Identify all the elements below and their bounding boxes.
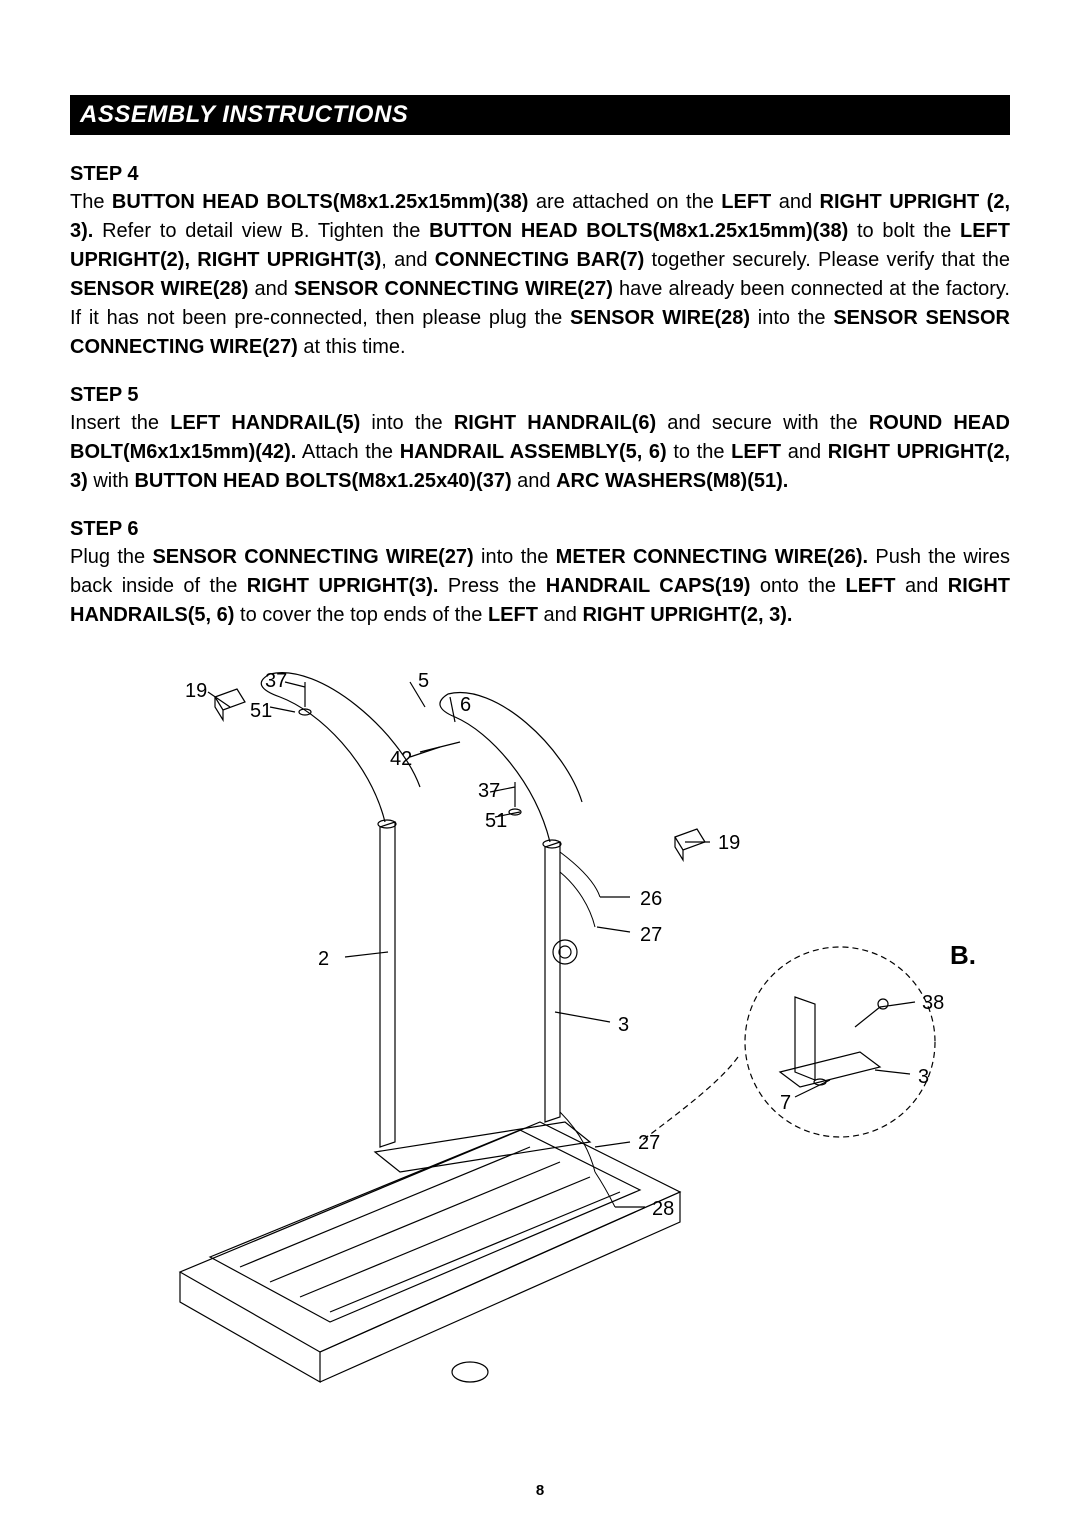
page-number: 8 xyxy=(0,1482,1080,1499)
callout-28: 28 xyxy=(652,1198,674,1221)
step-5-heading: STEP 5 xyxy=(70,384,1010,407)
text: together securely. Please verify that th… xyxy=(644,249,1010,271)
part-ref: CONNECTING BAR(7) xyxy=(435,249,645,271)
callout-7: 7 xyxy=(780,1092,791,1115)
callout-38: 38 xyxy=(922,992,944,1015)
text: Insert the xyxy=(70,412,170,434)
assembly-diagram: 19 37 51 5 6 42 37 51 19 26 27 2 3 27 28… xyxy=(70,652,1010,1432)
treadmill-line-art xyxy=(120,652,940,1412)
text: Refer to detail view B. Tighten the xyxy=(93,220,429,242)
text: and xyxy=(512,470,556,492)
callout-2: 2 xyxy=(318,948,329,971)
text: at this time. xyxy=(298,336,406,358)
part-ref: BUTTON HEAD BOLTS(M8x1.25x15mm)(38) xyxy=(112,191,528,213)
part-ref: SENSOR xyxy=(833,307,917,329)
callout-3: 3 xyxy=(618,1014,629,1037)
text: and xyxy=(896,575,948,597)
callout-42: 42 xyxy=(390,748,412,771)
callout-37: 37 xyxy=(265,670,287,693)
callout-27: 27 xyxy=(640,924,662,947)
part-ref: SENSOR CONNECTING WIRE(27) xyxy=(152,546,473,568)
part-ref: RIGHT HANDRAIL(6) xyxy=(454,412,656,434)
part-ref: HANDRAILS(5, 6) xyxy=(70,604,234,626)
part-ref: METER CONNECTING WIRE(26). xyxy=(556,546,868,568)
part-ref: RIGHT xyxy=(948,575,1010,597)
text: to bolt the xyxy=(848,220,960,242)
callout-19: 19 xyxy=(718,832,740,855)
text: , and xyxy=(381,249,435,271)
callout-19: 19 xyxy=(185,680,207,703)
part-ref: LEFT xyxy=(488,604,538,626)
part-ref: HANDRAIL CAPS(19) xyxy=(546,575,751,597)
text: Attach the xyxy=(296,441,399,463)
text: The xyxy=(70,191,112,213)
step-4: STEP 4 The BUTTON HEAD BOLTS(M8x1.25x15m… xyxy=(70,163,1010,362)
callout-3: 3 xyxy=(918,1066,929,1089)
part-ref: RIGHT UPRIGHT(3). xyxy=(247,575,439,597)
step-6-body: Plug the SENSOR CONNECTING WIRE(27) into… xyxy=(70,543,1010,630)
part-ref: LEFT xyxy=(731,441,781,463)
section-title-bar: ASSEMBLY INSTRUCTIONS xyxy=(70,95,1010,135)
step-4-heading: STEP 4 xyxy=(70,163,1010,186)
text: and xyxy=(538,604,582,626)
part-ref: LEFT HANDRAIL(5) xyxy=(170,412,360,434)
text: Press the xyxy=(438,575,545,597)
part-ref: RIGHT UPRIGHT(2, 3). xyxy=(582,604,792,626)
text: with xyxy=(88,470,135,492)
part-ref: BUTTON HEAD BOLTS(M8x1.25x40)(37) xyxy=(134,470,511,492)
step-5-body: Insert the LEFT HANDRAIL(5) into the RIG… xyxy=(70,409,1010,496)
part-ref: SENSOR CONNECTING WIRE(27) xyxy=(294,278,613,300)
text: onto the xyxy=(750,575,845,597)
text: and xyxy=(781,441,828,463)
section-title: ASSEMBLY INSTRUCTIONS xyxy=(80,101,408,128)
detail-b-label: B. xyxy=(950,940,976,971)
callout-27: 27 xyxy=(638,1132,660,1155)
callout-51: 51 xyxy=(485,810,507,833)
step-6: STEP 6 Plug the SENSOR CONNECTING WIRE(2… xyxy=(70,518,1010,630)
text: are attached on the xyxy=(528,191,721,213)
text: into the xyxy=(474,546,556,568)
callout-5: 5 xyxy=(418,670,429,693)
text: into the xyxy=(750,307,833,329)
callout-6: 6 xyxy=(460,694,471,717)
part-ref: ARC WASHERS(M8)(51). xyxy=(556,470,788,492)
callout-51: 51 xyxy=(250,700,272,723)
text: to cover the top ends of the xyxy=(234,604,488,626)
text: into the xyxy=(360,412,454,434)
step-5: STEP 5 Insert the LEFT HANDRAIL(5) into … xyxy=(70,384,1010,496)
part-ref: LEFT xyxy=(846,575,896,597)
callout-37: 37 xyxy=(478,780,500,803)
step-6-heading: STEP 6 xyxy=(70,518,1010,541)
text: to the xyxy=(667,441,731,463)
part-ref: HANDRAIL ASSEMBLY(5, 6) xyxy=(400,441,667,463)
callout-26: 26 xyxy=(640,888,662,911)
text: and xyxy=(771,191,819,213)
step-4-body: The BUTTON HEAD BOLTS(M8x1.25x15mm)(38) … xyxy=(70,188,1010,362)
part-ref: BUTTON HEAD BOLTS(M8x1.25x15mm)(38) xyxy=(429,220,848,242)
part-ref: SENSOR WIRE(28) xyxy=(570,307,750,329)
part-ref: SENSOR WIRE(28) xyxy=(70,278,248,300)
text: and secure with the xyxy=(656,412,869,434)
part-ref: LEFT xyxy=(721,191,771,213)
text: and xyxy=(248,278,294,300)
text: Plug the xyxy=(70,546,152,568)
part-ref: RIGHT UPRIGHT xyxy=(820,191,980,213)
